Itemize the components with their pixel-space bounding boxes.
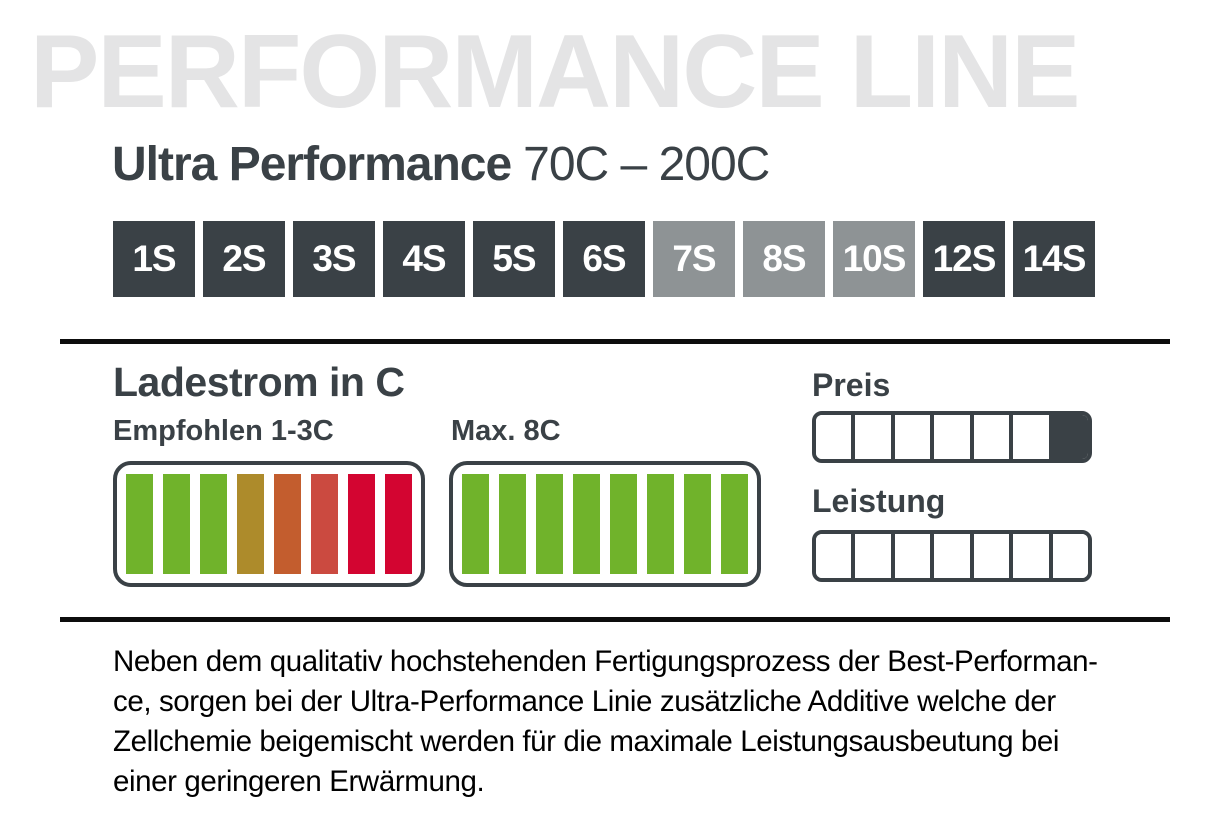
series-watermark-title: PERFORMANCE LINE — [30, 14, 1080, 130]
description-line: Neben dem qualitativ hochstehenden Ferti… — [113, 645, 1098, 678]
recommended-charge-label: Empfohlen 1-3C — [113, 415, 334, 447]
c-rating-range: 70C – 200C — [523, 138, 770, 191]
rating-segment — [934, 534, 974, 578]
charge-bar — [647, 474, 674, 574]
rating-segment — [855, 534, 895, 578]
rating-segment — [1013, 534, 1053, 578]
cell-count-badge: 6S — [563, 221, 645, 297]
rating-segment — [973, 534, 1014, 578]
recommended-charge-gauge — [113, 461, 425, 587]
cell-count-row: 1S 2S 3S 4S 5S 6S 7S 8S 10S 12S 14S — [113, 221, 1095, 297]
charge-bar — [536, 474, 563, 574]
price-label: Preis — [812, 367, 891, 403]
cell-count-badge: 2S — [203, 221, 285, 297]
rating-segment — [934, 415, 974, 459]
charge-bar — [721, 474, 748, 574]
charge-bar — [274, 474, 301, 574]
rating-segment — [894, 415, 935, 459]
charge-bar — [126, 474, 153, 574]
rating-segment — [1052, 415, 1088, 459]
rating-segment — [1013, 415, 1053, 459]
charge-bar — [573, 474, 600, 574]
charge-bar — [610, 474, 637, 574]
max-charge-label: Max. 8C — [451, 415, 561, 447]
rating-segment — [894, 534, 935, 578]
description-line: einer geringeren Erwärmung. — [113, 765, 485, 798]
charge-section-title: Ladestrom in C — [113, 359, 405, 405]
cell-count-badge: 4S — [383, 221, 465, 297]
cell-count-badge: 12S — [923, 221, 1005, 297]
cell-count-badge: 5S — [473, 221, 555, 297]
description-line: Zellchemie beigemischt werden für die ma… — [113, 725, 1060, 758]
cell-count-badge: 3S — [293, 221, 375, 297]
charge-bar — [385, 474, 412, 574]
charge-bar — [499, 474, 526, 574]
product-title: Ultra Performance 70C – 200C — [112, 138, 770, 191]
charge-bar — [311, 474, 338, 574]
rating-segment — [816, 534, 856, 578]
charge-bar — [462, 474, 489, 574]
divider-top — [60, 339, 1170, 344]
divider-bottom — [60, 617, 1170, 622]
performance-label: Leistung — [812, 483, 946, 519]
charge-bar — [348, 474, 375, 574]
rating-segment — [855, 415, 895, 459]
charge-bar — [200, 474, 227, 574]
cell-count-badge: 14S — [1013, 221, 1095, 297]
charge-bar — [163, 474, 190, 574]
performance-rating-gauge — [812, 530, 1092, 582]
charge-bar — [237, 474, 264, 574]
cell-count-badge: 10S — [833, 221, 915, 297]
description-line: ce, sorgen bei der Ultra-Performance Lin… — [113, 685, 1056, 718]
cell-count-badge: 8S — [743, 221, 825, 297]
max-charge-gauge — [449, 461, 761, 587]
cell-count-badge: 1S — [113, 221, 195, 297]
rating-segment — [1052, 534, 1088, 578]
rating-segment — [816, 415, 856, 459]
product-description: Neben dem qualitativ hochstehenden Ferti… — [113, 642, 1098, 802]
price-rating-gauge — [812, 411, 1092, 463]
charge-bar — [684, 474, 711, 574]
rating-segment — [973, 415, 1014, 459]
cell-count-badge: 7S — [653, 221, 735, 297]
product-name: Ultra Performance — [112, 138, 512, 191]
